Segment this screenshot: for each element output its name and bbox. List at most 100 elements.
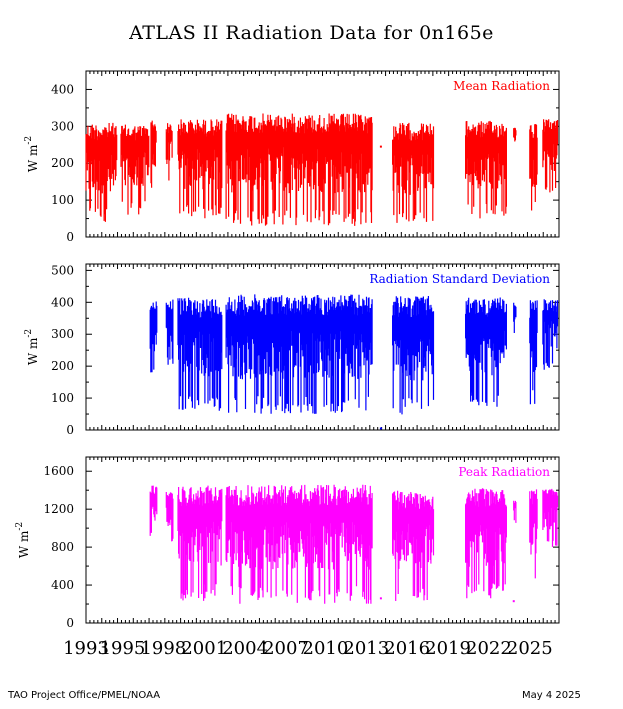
data-point [512, 600, 515, 603]
x-tick-label: 2019 [425, 638, 471, 659]
series-label: Peak Radiation [458, 465, 550, 479]
x-tick-label: 2022 [466, 638, 512, 659]
footer-date: May 4 2025 [522, 690, 581, 701]
x-tick-label: 2004 [222, 638, 268, 659]
series-segment [392, 122, 435, 223]
series-segment [150, 120, 157, 188]
data-spikes [542, 299, 559, 370]
data-spikes [120, 124, 150, 215]
y-tick-label: 300 [51, 119, 74, 133]
series-segment [165, 123, 173, 181]
series-segment [165, 299, 174, 365]
x-tick-label: 1995 [100, 638, 146, 659]
series-segment [513, 500, 517, 523]
series-label: Mean Radiation [453, 79, 550, 93]
chart-panel-1: 0 100 200 300 400 W m-2 Mean Radiation [24, 70, 560, 244]
series-segment [225, 113, 373, 226]
y-tick-label: 100 [51, 193, 74, 207]
series-segment [165, 492, 174, 542]
y-tick-label: 300 [51, 327, 74, 341]
data-spikes [177, 297, 223, 411]
series-segment [177, 119, 223, 219]
series-segment [225, 484, 373, 604]
series-label: Radiation Standard Deviation [369, 272, 550, 286]
y-tick-label: 400 [51, 578, 74, 592]
data-spikes [392, 490, 435, 601]
series-segment [149, 301, 158, 373]
series-segment [149, 485, 158, 536]
data-spikes [513, 127, 517, 142]
series-segment [542, 119, 559, 193]
data-spikes [513, 302, 517, 333]
data-spikes [392, 296, 435, 415]
series-segment [542, 488, 559, 547]
y-tick-label: 0 [66, 423, 74, 437]
y-tick-label: 200 [51, 359, 74, 373]
data-spikes [177, 485, 223, 601]
chart-panel-2: 0 100 200 300 400 500 W m-2 Radiation Standard … [24, 263, 560, 437]
data-spikes [529, 124, 538, 211]
data-spikes [225, 294, 373, 414]
x-tick-label: 2010 [303, 638, 349, 659]
series-segment [465, 120, 507, 219]
data-point [379, 145, 382, 148]
data-spikes [85, 122, 118, 222]
y-tick-label: 500 [51, 263, 74, 277]
data-spikes [149, 485, 158, 536]
x-tick-label: 1993 [63, 638, 109, 659]
y-tick-label: 1600 [43, 464, 74, 478]
data-spikes [165, 123, 173, 181]
series-segment [392, 296, 435, 415]
x-tick-label: 2016 [384, 638, 430, 659]
page-title: ATLAS II Radiation Data for 0n165e [129, 22, 494, 44]
series-segment [177, 297, 223, 411]
series-segment [465, 297, 507, 407]
series-segment [513, 302, 517, 333]
x-tick-label: 1998 [140, 638, 186, 659]
data-spikes [225, 113, 373, 226]
y-tick-label: 0 [66, 616, 74, 630]
data-spikes [529, 300, 538, 405]
data-spikes [529, 489, 538, 579]
y-axis-label: W m-2 [24, 136, 40, 172]
data-spikes [465, 120, 507, 219]
data-spikes [149, 301, 158, 373]
x-tick-label: 2025 [507, 638, 553, 659]
y-axis-label: W m-2 [24, 329, 40, 365]
x-tick-label: 2013 [343, 638, 389, 659]
data-spikes [513, 500, 517, 523]
data-spikes [225, 484, 373, 604]
series-segment [120, 124, 150, 215]
series-segment [529, 300, 538, 405]
data-point [379, 427, 382, 430]
y-tick-label: 400 [51, 295, 74, 309]
series-segment [177, 485, 223, 601]
data-spikes [465, 297, 507, 407]
data-point [379, 597, 382, 600]
series-segment [529, 489, 538, 579]
y-tick-label: 200 [51, 156, 74, 170]
y-tick-label: 800 [51, 540, 74, 554]
series-segment [529, 124, 538, 211]
y-tick-label: 400 [51, 82, 74, 96]
x-tick-label: 2007 [263, 638, 309, 659]
data-spikes [542, 488, 559, 547]
y-tick-label: 100 [51, 391, 74, 405]
y-tick-label: 1200 [43, 502, 74, 516]
data-spikes [465, 488, 507, 599]
series-segment [85, 122, 118, 222]
y-axis-label: W m-2 [15, 522, 31, 558]
series-segment [392, 490, 435, 601]
series-segment [542, 299, 559, 370]
data-spikes [177, 119, 223, 219]
data-spikes [165, 299, 174, 365]
data-spikes [165, 492, 174, 542]
footer-credit: TAO Project Office/PMEL/NOAA [8, 690, 161, 701]
series-segment [225, 294, 373, 414]
data-spikes [150, 120, 157, 188]
data-spikes [392, 122, 435, 223]
data-spikes [542, 119, 559, 193]
series-segment [513, 127, 517, 142]
